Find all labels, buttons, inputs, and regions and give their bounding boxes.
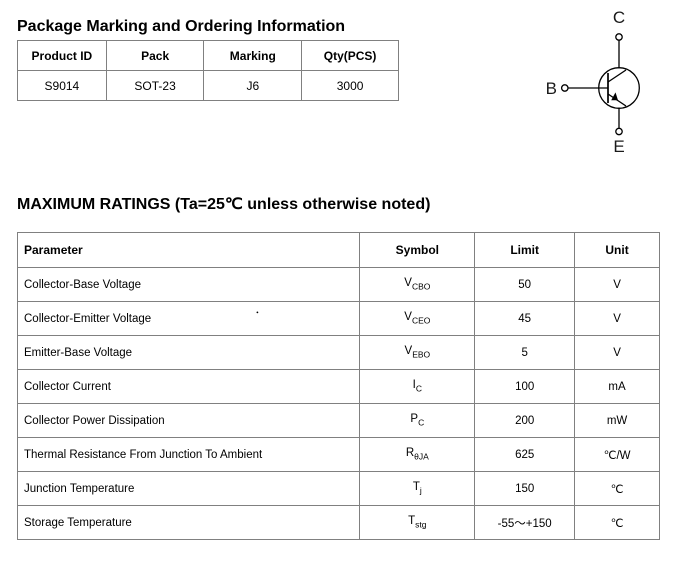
svg-text:B: B — [546, 79, 557, 98]
svg-text:E: E — [613, 137, 624, 156]
svg-text:C: C — [613, 8, 625, 27]
